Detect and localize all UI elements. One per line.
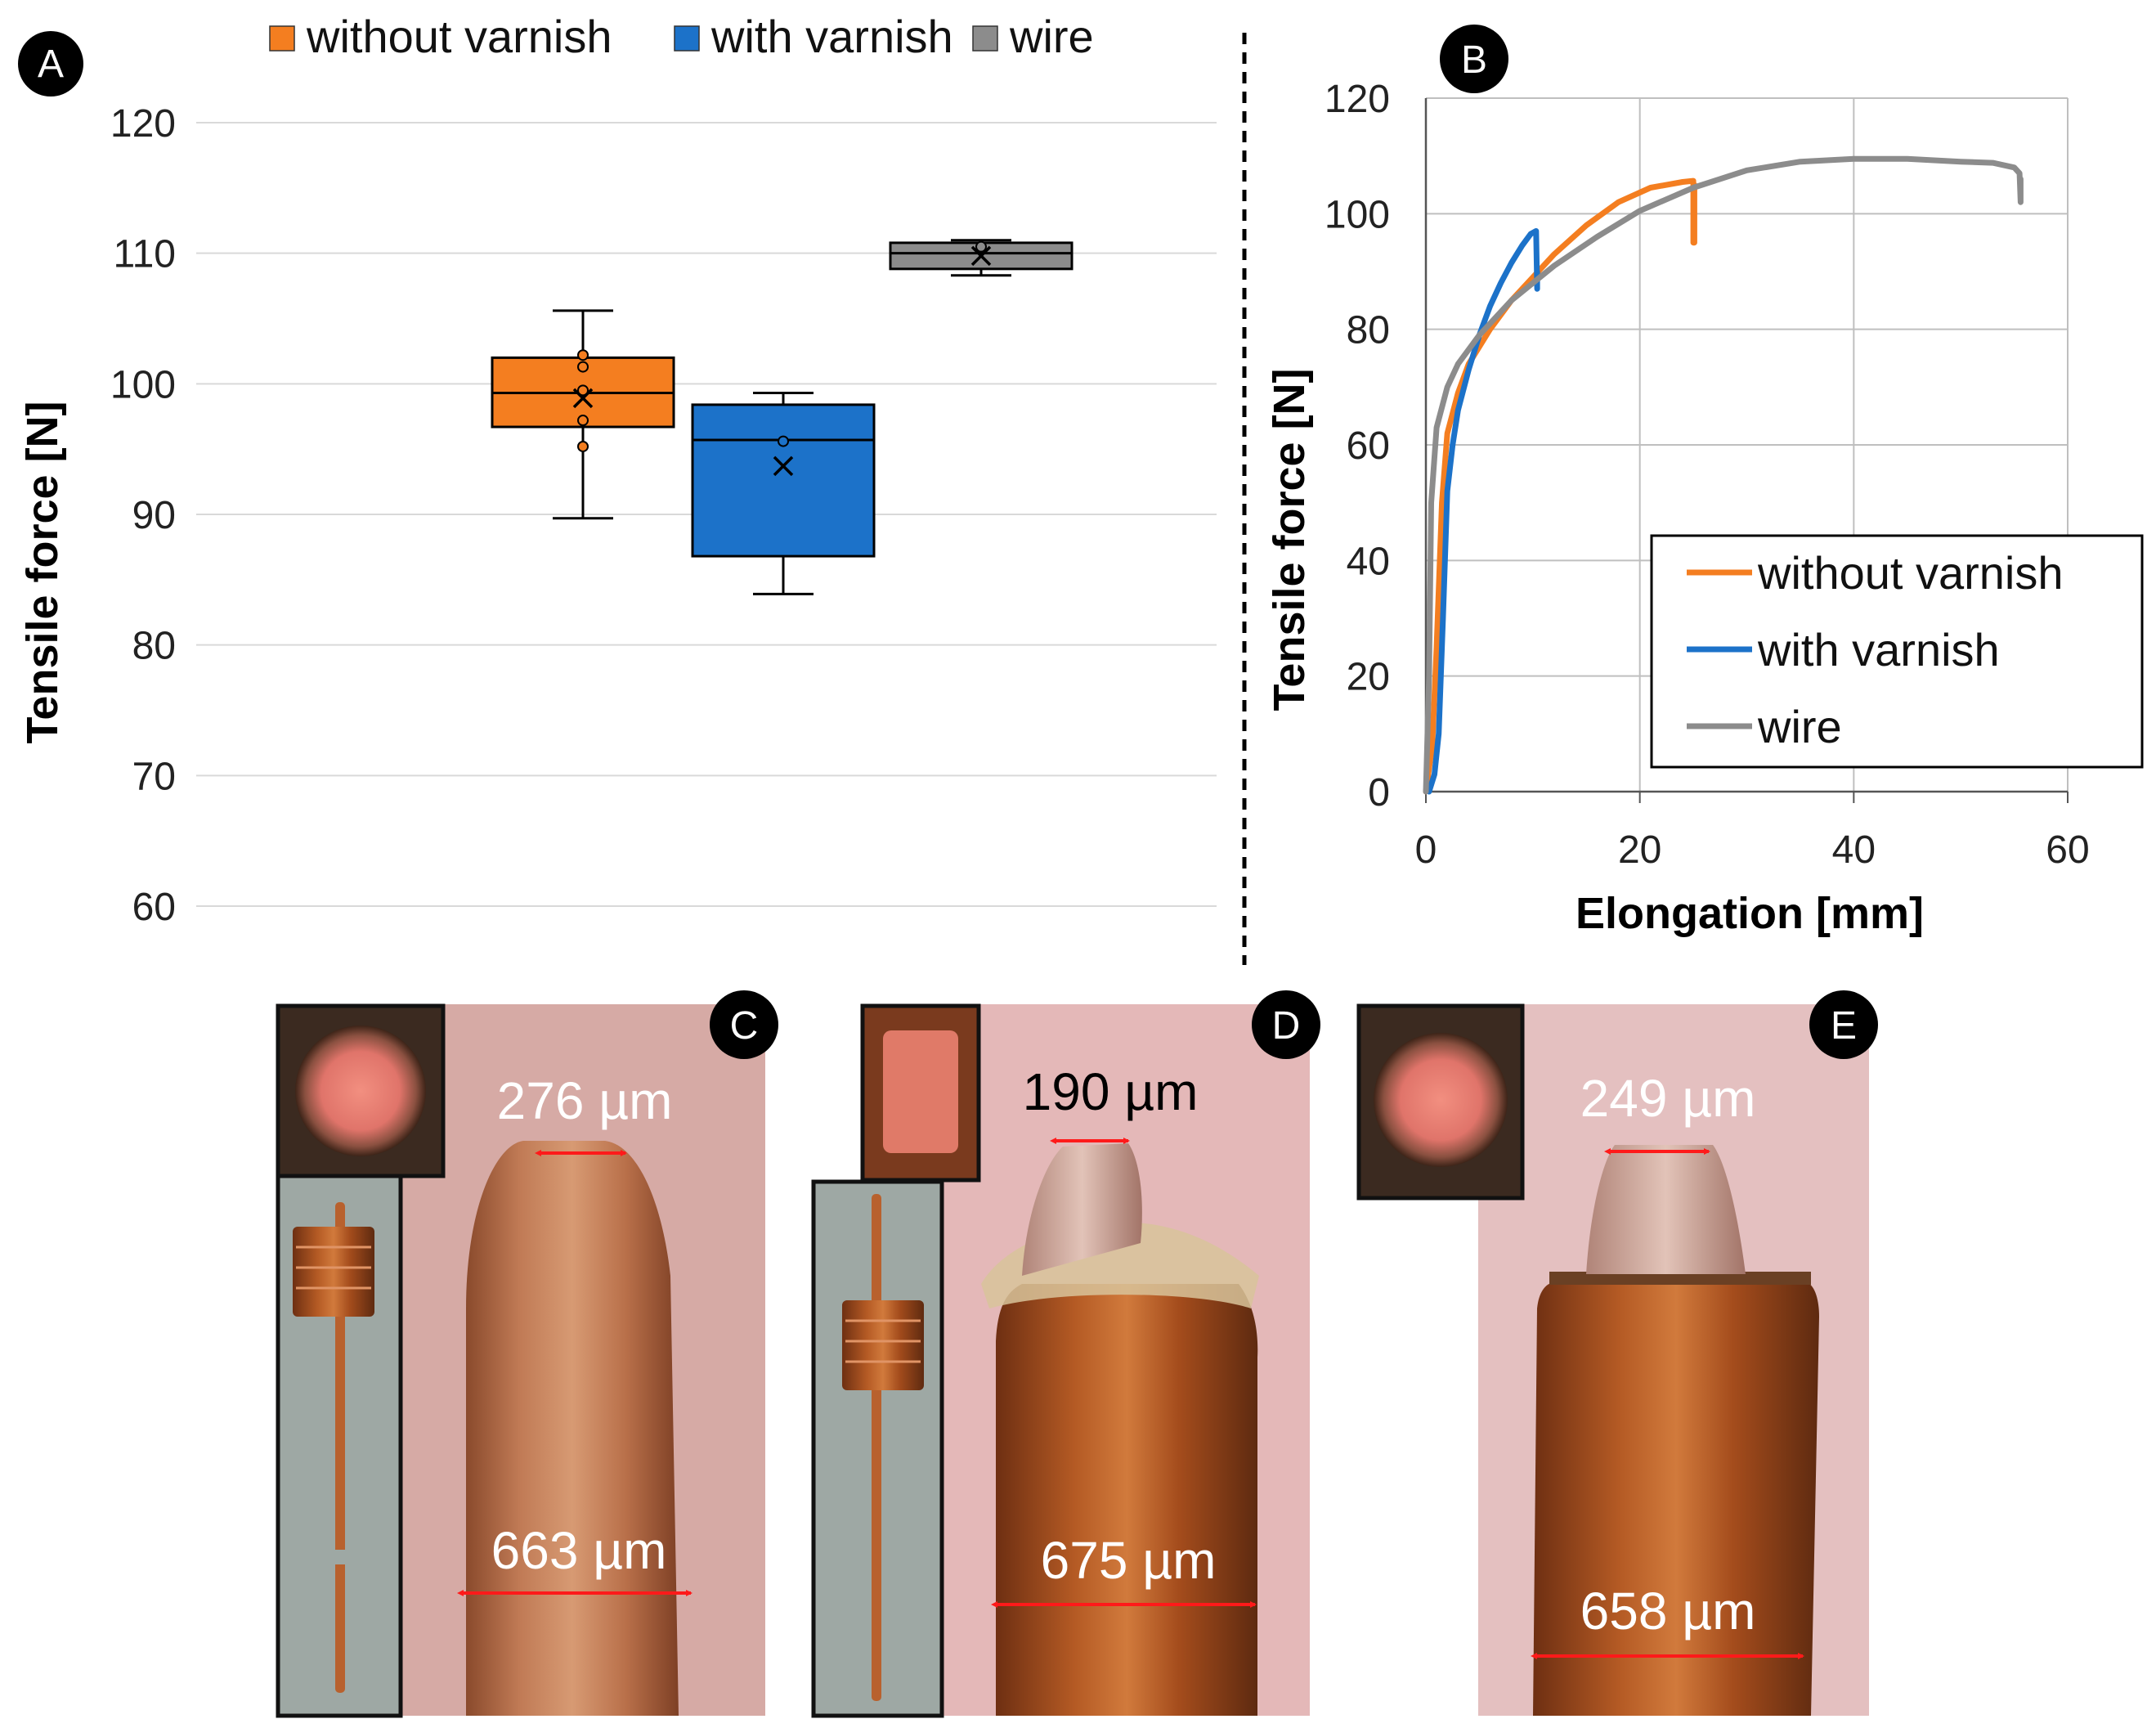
chart-a-legend-swatch — [972, 25, 998, 52]
chart-a-legend-label: without varnish — [306, 11, 612, 62]
micrograph-d-wire-body — [996, 1284, 1258, 1716]
chart-b-legend-label: with varnish — [1757, 624, 2000, 675]
chart-b-x-tick-label: 20 — [1618, 828, 1661, 872]
chart-a-boxes — [491, 239, 1074, 595]
chart-a-y-tick-label: 90 — [132, 494, 176, 537]
box-data-point — [577, 384, 589, 397]
measure-d-bottom-label: 675 µm — [1041, 1531, 1217, 1590]
panel-d-badge — [1252, 990, 1320, 1059]
chart-a-y-tick-label: 110 — [113, 233, 176, 276]
panel-c-label: C — [730, 1004, 759, 1048]
chart-b-x-tick-label: 40 — [1832, 828, 1876, 872]
panel-b-label: B — [1461, 38, 1487, 82]
panel-e-label: E — [1831, 1004, 1857, 1048]
panel-d-micrograph: 190 µm 675 µm D — [811, 990, 1320, 1718]
panel-a-badge — [18, 31, 83, 96]
panel-a-label: A — [38, 43, 64, 86]
chart-a-legend-label: wire — [1009, 11, 1094, 62]
chart-b-x-axis-label: Elongation [mm] — [1576, 889, 1924, 938]
micrograph-d-overview-coil — [842, 1300, 924, 1390]
micrograph-e-wire-tip — [1586, 1145, 1746, 1274]
series-line-without-varnish — [1423, 177, 1697, 795]
chart-b-y-tick-label: 80 — [1347, 309, 1390, 352]
micrograph-c-wire-tip — [466, 1141, 679, 1716]
chart-b-legend-label: wire — [1757, 701, 1842, 752]
micrograph-e-varnish-edge — [1549, 1272, 1811, 1285]
panel-d-label: D — [1272, 1004, 1301, 1048]
measure-e-top-label: 249 µm — [1580, 1069, 1756, 1128]
box-wire — [889, 239, 1074, 277]
micrograph-e-cross-section — [1374, 1033, 1508, 1167]
measure-e-bottom-label: 658 µm — [1580, 1582, 1756, 1640]
chart-a-y-tick-label: 120 — [110, 102, 176, 146]
box-mean-marker — [773, 456, 794, 477]
micrograph-c-cross-section — [295, 1026, 426, 1156]
box-iqr — [691, 403, 876, 558]
box-data-point — [577, 440, 589, 452]
panel-e-badge — [1809, 990, 1878, 1059]
micrograph-c-overview-coil — [293, 1227, 374, 1317]
box-without-varnish — [491, 309, 675, 520]
micrograph-d-cross-section — [883, 1030, 958, 1153]
chart-a-y-tick-label: 60 — [132, 886, 176, 929]
box-data-point — [577, 415, 589, 427]
chart-b-y-tick-label: 20 — [1347, 656, 1390, 699]
chart-b-y-tick-label: 0 — [1368, 771, 1390, 815]
chart-a-legend-label: with varnish — [710, 11, 953, 62]
micrograph-e-wire-body — [1533, 1282, 1819, 1716]
series-line-with-varnish — [1426, 228, 1540, 795]
chart-a-y-tick-label: 80 — [132, 625, 176, 668]
box-mean-marker — [970, 245, 992, 267]
panel-c-badge — [710, 990, 778, 1059]
measure-d-top-label: 190 µm — [1023, 1062, 1199, 1121]
chart-a-legend-swatch — [269, 25, 295, 52]
measure-c-bottom-label: 663 µm — [491, 1521, 667, 1580]
box-with-varnish — [691, 392, 876, 595]
micrograph-d-overview-wire — [872, 1194, 881, 1701]
series-line-wire — [1423, 155, 2024, 795]
measure-c-top-label: 276 µm — [497, 1071, 673, 1130]
chart-a-legend-swatch — [674, 25, 700, 52]
box-data-point — [778, 435, 789, 447]
chart-b-series-lines — [1423, 155, 2024, 795]
box-data-point — [577, 349, 589, 361]
chart-a-legend: without varnish with varnish wire — [269, 11, 1094, 62]
panel-b-line-chart: 0 20 40 60 80 100 120 0 20 40 60 Tensile force [N… — [1265, 25, 2144, 938]
micrograph-c-overview-wire — [335, 1202, 345, 1693]
box-mean-marker — [572, 388, 594, 409]
box-data-point — [975, 240, 987, 253]
chart-b-x-tick-label: 0 — [1415, 828, 1437, 872]
chart-a-y-ticks: 60 70 80 90 100 110 120 — [110, 102, 176, 929]
chart-b-x-ticks: 0 20 40 60 — [1415, 828, 2090, 872]
panel-c-micrograph: 276 µm 663 µm C — [276, 990, 778, 1718]
micrograph-c-break-gap — [334, 1550, 347, 1564]
panel-e-micrograph: 249 µm 658 µm E — [1356, 990, 1878, 1716]
chart-b-y-tick-label: 120 — [1325, 78, 1390, 121]
chart-b-x-tick-label: 60 — [2046, 828, 2089, 872]
chart-b-y-axis-label: Tensile force [N] — [1265, 368, 1314, 711]
chart-a-y-axis-label: Tensile force [N] — [18, 401, 67, 743]
box-data-point — [577, 361, 589, 373]
chart-b-y-ticks: 0 20 40 60 80 100 120 — [1325, 78, 1390, 815]
panel-a-boxplot: A without varnish with varnish wire 60 70 80… — [18, 11, 1217, 929]
chart-b-y-tick-label: 60 — [1347, 424, 1390, 468]
chart-a-y-tick-label: 70 — [132, 755, 176, 798]
chart-b-y-tick-label: 40 — [1347, 540, 1390, 583]
chart-a-y-tick-label: 100 — [110, 363, 176, 406]
panel-b-badge — [1440, 25, 1508, 93]
chart-b-legend: without varnish with varnish wire — [1650, 534, 2144, 769]
micrograph-d-wire-tip — [1022, 1143, 1142, 1276]
chart-b-legend-label: without varnish — [1757, 547, 2064, 599]
chart-b-y-tick-label: 100 — [1325, 193, 1390, 236]
